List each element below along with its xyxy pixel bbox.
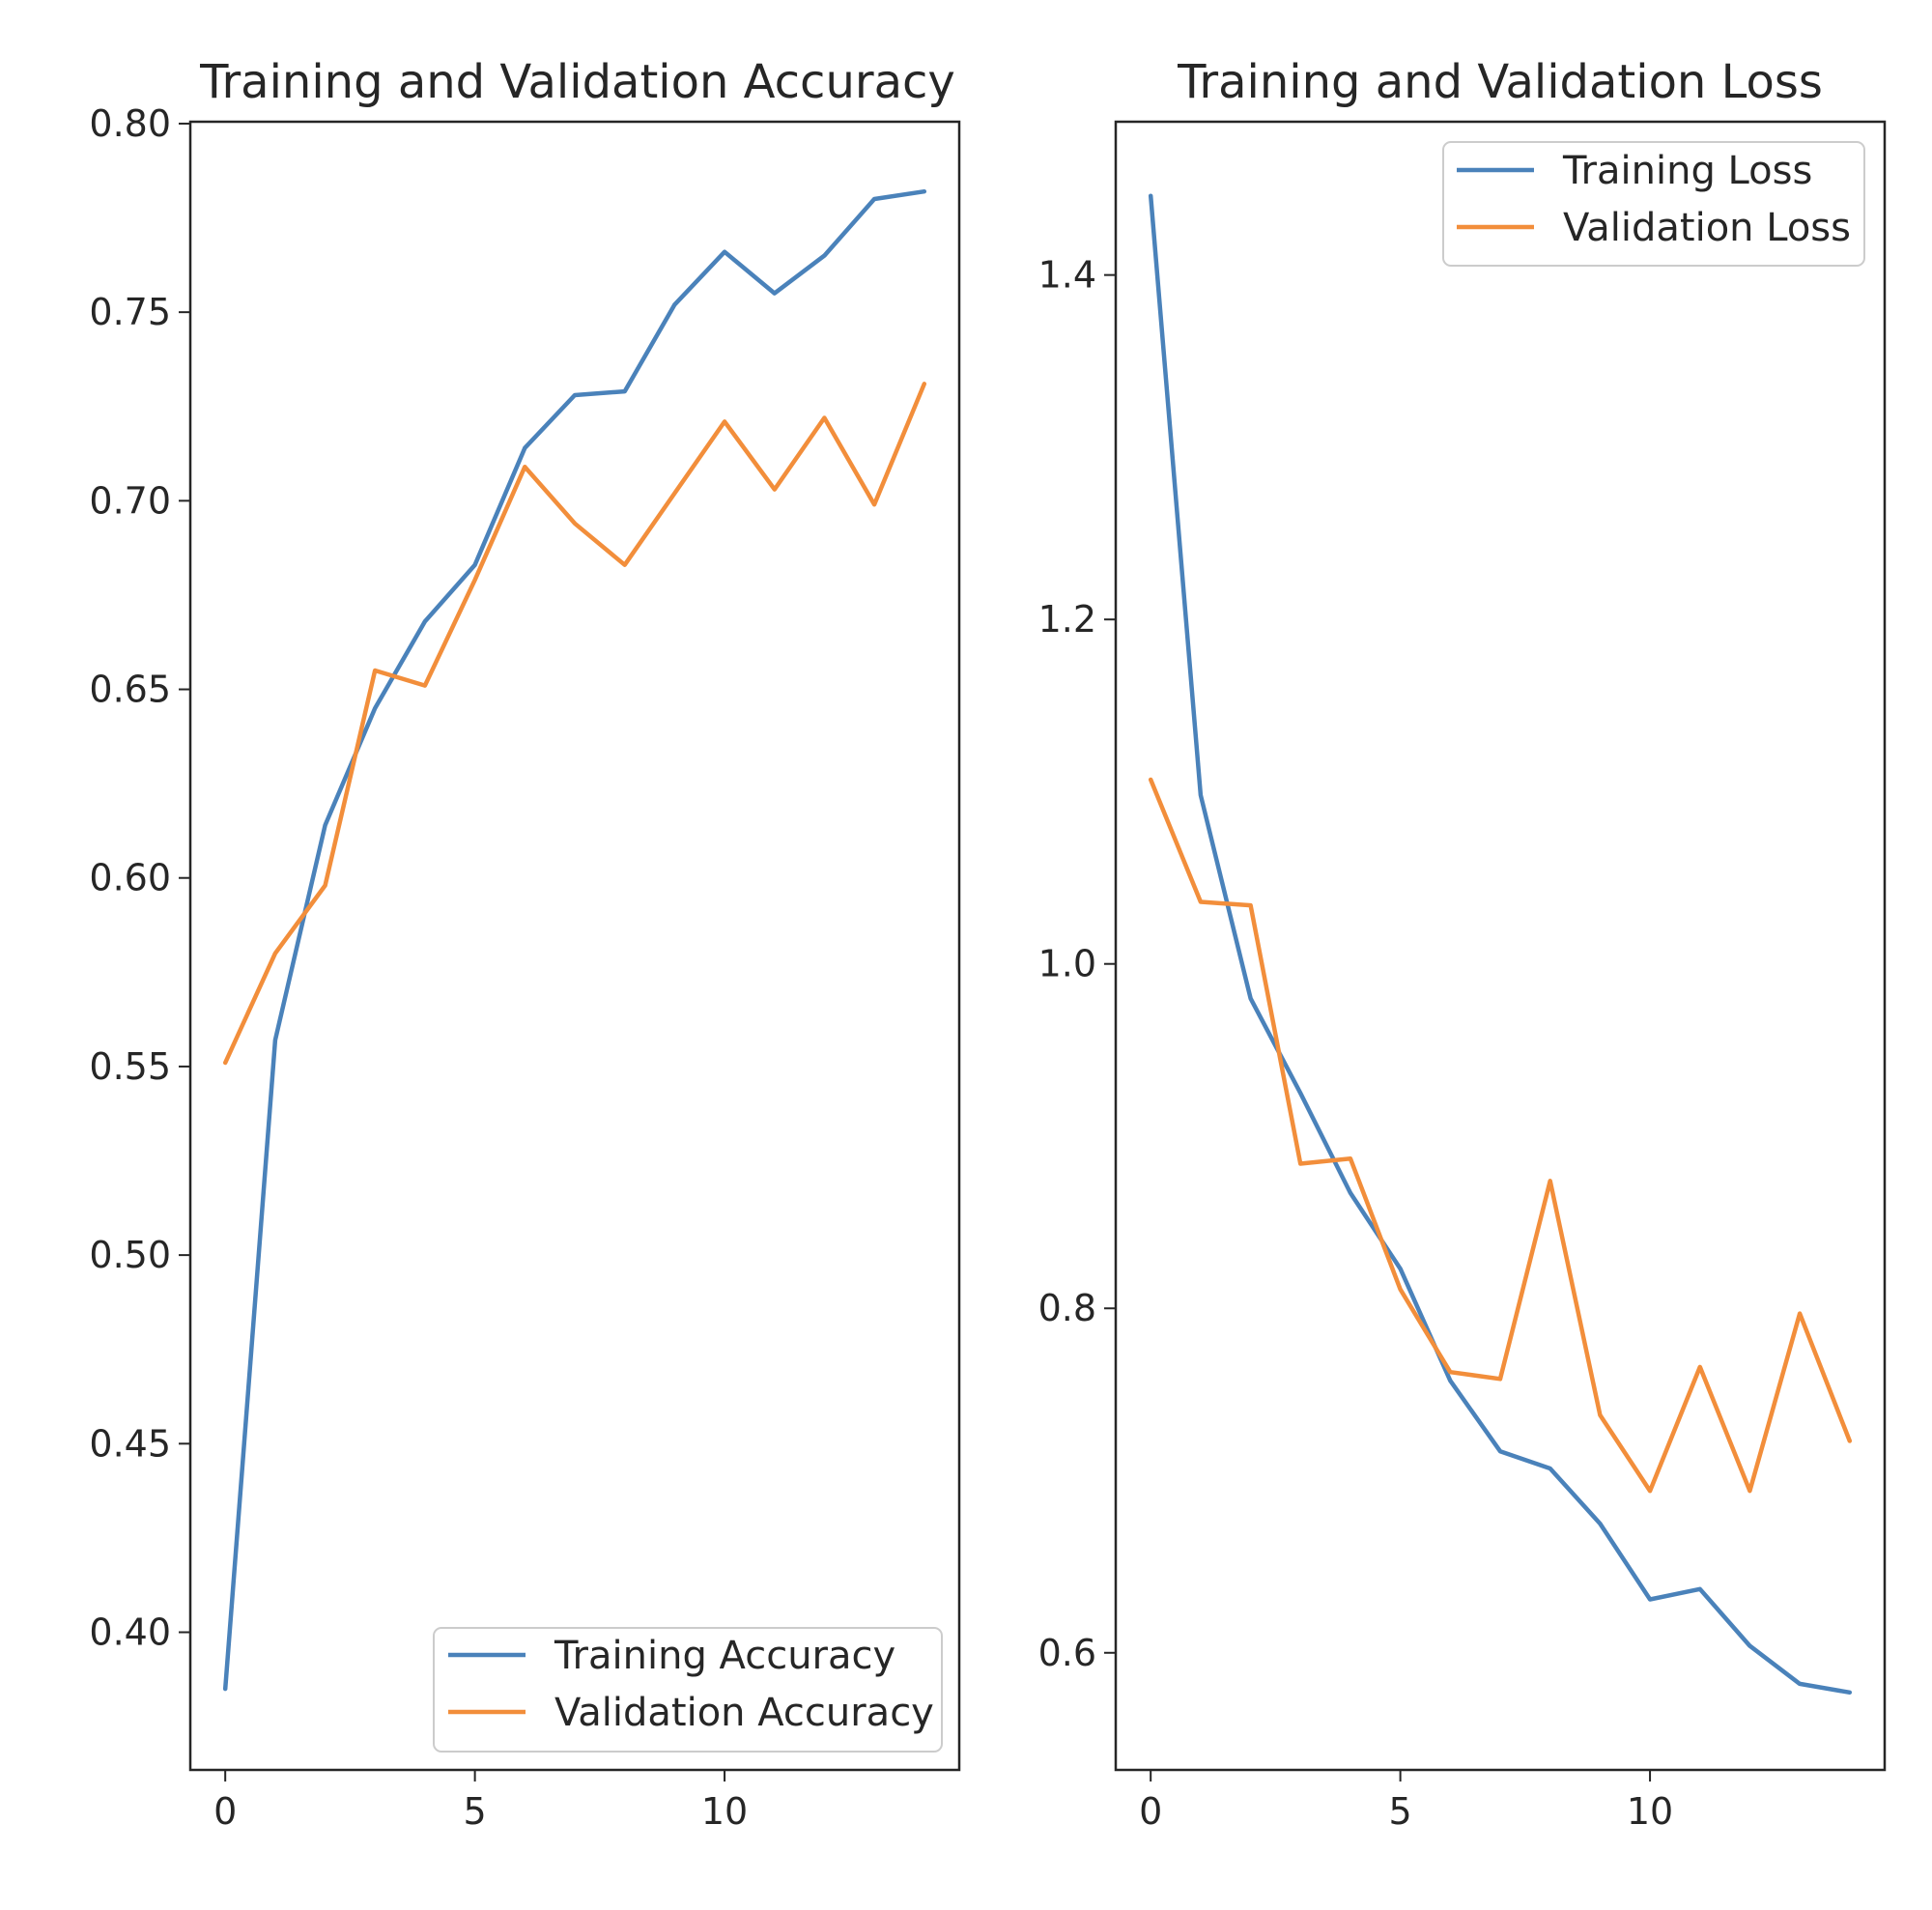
accuracy-x-tick-label: 5 — [464, 1790, 487, 1833]
accuracy-y-tick-label: 0.40 — [89, 1611, 171, 1654]
legend-label-training-accuracy: Training Accuracy — [554, 1634, 895, 1678]
loss-y-tick-label: 0.8 — [1038, 1287, 1096, 1329]
accuracy-y-tick-label: 0.60 — [89, 857, 171, 899]
accuracy-legend: Training Accuracy Validation Accuracy — [433, 1627, 943, 1753]
loss-series-lines — [1148, 193, 1853, 1696]
accuracy-y-tick-label: 0.80 — [89, 102, 171, 145]
loss-y-tick-label: 1.4 — [1038, 254, 1096, 297]
loss-x-tick-label: 10 — [1627, 1790, 1673, 1833]
accuracy-y-tick-label: 0.70 — [89, 479, 171, 522]
accuracy-x-ticks: 0 5 10 — [213, 1770, 748, 1833]
loss-chart-title: Training and Validation Loss — [1177, 55, 1823, 109]
loss-y-ticks: 0.6 0.8 1.0 1.2 1.4 — [1038, 254, 1116, 1674]
loss-chart: Training and Validation Loss 0 5 10 0.6 0.8… — [1038, 55, 1887, 1833]
accuracy-plot-frame — [188, 120, 961, 1772]
accuracy-x-tick-label: 10 — [701, 1790, 748, 1833]
legend-label-training-loss: Training Loss — [1562, 149, 1812, 193]
accuracy-legend-box — [433, 1627, 943, 1753]
loss-y-tick-label: 1.0 — [1038, 943, 1096, 985]
accuracy-x-tick-label: 0 — [213, 1790, 237, 1833]
accuracy-chart-title: Training and Validation Accuracy — [199, 55, 955, 109]
loss-plot-frame — [1114, 120, 1887, 1772]
loss-legend-box — [1442, 141, 1865, 267]
loss-y-tick-label: 0.6 — [1038, 1632, 1096, 1674]
loss-x-tick-label: 5 — [1389, 1790, 1412, 1833]
legend-label-validation-accuracy: Validation Accuracy — [554, 1691, 934, 1735]
accuracy-y-tick-label: 0.75 — [89, 291, 171, 333]
series-line-training-accuracy — [222, 188, 927, 1692]
loss-legend: Training Loss Validation Loss — [1442, 141, 1865, 267]
accuracy-y-tick-label: 0.45 — [89, 1422, 171, 1465]
accuracy-series-lines — [222, 188, 927, 1692]
series-line-validation-accuracy — [222, 382, 927, 1066]
accuracy-y-tick-label: 0.65 — [89, 669, 171, 711]
accuracy-y-tick-label: 0.50 — [89, 1234, 171, 1276]
series-line-validation-loss — [1148, 777, 1853, 1494]
accuracy-y-ticks: 0.40 0.45 0.50 0.55 0.60 0.65 0.70 0.75 0.80 — [89, 102, 190, 1654]
loss-x-ticks: 0 5 10 — [1139, 1770, 1673, 1833]
series-line-training-loss — [1148, 193, 1853, 1696]
legend-label-validation-loss: Validation Loss — [1563, 206, 1851, 250]
loss-y-tick-label: 1.2 — [1038, 598, 1096, 641]
accuracy-chart: Training and Validation Accuracy 0 5 10 0.… — [89, 55, 961, 1833]
accuracy-y-tick-label: 0.55 — [89, 1045, 171, 1088]
loss-x-tick-label: 0 — [1139, 1790, 1162, 1833]
